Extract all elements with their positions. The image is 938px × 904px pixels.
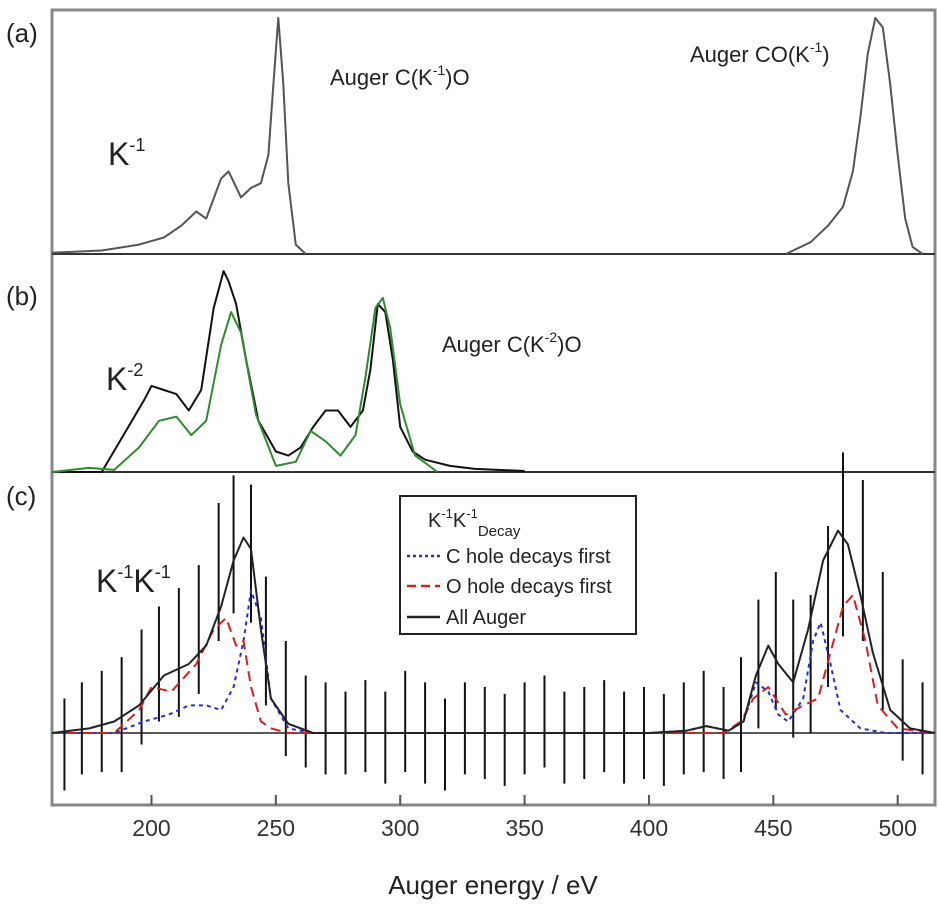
x-tick-label: 200 <box>132 815 170 841</box>
series-b-sup: -2 <box>127 360 143 380</box>
annotation-b-sup: -2 <box>545 329 558 345</box>
series-a-k: K <box>108 136 129 172</box>
legend-title: K-1K-1Decay <box>428 506 521 540</box>
x-axis-ticks: 200 250 300 350 400 450 500 <box>132 795 917 841</box>
x-tick-label: 500 <box>879 815 917 841</box>
series-line-c-all-auger <box>51 529 936 734</box>
annotation-left-main: Auger C(K <box>330 65 433 90</box>
panel-b-label: (b) <box>6 281 38 311</box>
panel-a-curves <box>51 17 924 255</box>
legend-title-k2: K <box>453 510 467 532</box>
legend-title-sub: Decay <box>478 523 521 540</box>
series-c-k1: K <box>96 563 117 599</box>
annotation-left-sup: -1 <box>433 62 446 78</box>
panel-a-series-label: K-1 <box>108 135 145 172</box>
series-line-a-k-1 <box>51 17 307 255</box>
x-axis-label: Auger energy / eV <box>388 870 598 900</box>
x-tick-label: 350 <box>505 815 543 841</box>
annotation-right-main: Auger CO(K <box>690 42 810 67</box>
annotation-b-main: Auger C(K <box>442 332 545 357</box>
panel-c-label: (c) <box>6 481 36 511</box>
series-c-sup2: -1 <box>155 562 171 582</box>
legend-label-o-hole: O hole decays first <box>446 576 612 598</box>
x-tick-label: 450 <box>754 815 792 841</box>
series-line-b-k-2-data <box>59 270 525 473</box>
x-tick-label: 300 <box>381 815 419 841</box>
series-a-sup: -1 <box>129 135 145 155</box>
annotation-right-sup: -1 <box>810 39 823 55</box>
series-line-a-co-k-1 <box>785 17 924 255</box>
legend-title-sup1: -1 <box>441 506 453 521</box>
series-line-b-k-2-fit <box>51 296 439 473</box>
panel-c-errorbars <box>63 452 924 791</box>
panel-c-series-label: K-1K-1 <box>96 562 171 599</box>
panel-a-label: (a) <box>6 18 38 48</box>
annotation-left-end: )O <box>445 65 469 90</box>
legend-title-k1: K <box>428 510 442 532</box>
panel-b-annotation: Auger C(K-2)O <box>442 329 582 357</box>
panel-b-series-label: K-2 <box>106 360 143 397</box>
legend: K-1K-1Decay C hole decays first O hole d… <box>399 495 637 635</box>
panel-a-annotation-left: Auger C(K-1)O <box>330 62 470 90</box>
series-c-k2: K <box>133 563 154 599</box>
legend-label-c-hole: C hole decays first <box>446 546 611 568</box>
x-tick-label: 400 <box>630 815 668 841</box>
series-line-c-o-hole-decays-first <box>52 594 936 734</box>
annotation-b-end: )O <box>557 332 581 357</box>
panel-c-curves <box>51 529 936 734</box>
series-c-sup1: -1 <box>117 562 133 582</box>
panel-a-annotation-right: Auger CO(K-1) <box>690 39 830 67</box>
annotation-right-end: ) <box>822 42 829 67</box>
series-b-k: K <box>106 361 127 397</box>
legend-label-all-auger: All Auger <box>446 607 526 629</box>
legend-title-sup2: -1 <box>466 506 478 521</box>
panel-b-curves <box>51 270 525 473</box>
legend-box <box>399 495 637 635</box>
x-tick-label: 250 <box>257 815 295 841</box>
plot-frame <box>50 8 937 807</box>
